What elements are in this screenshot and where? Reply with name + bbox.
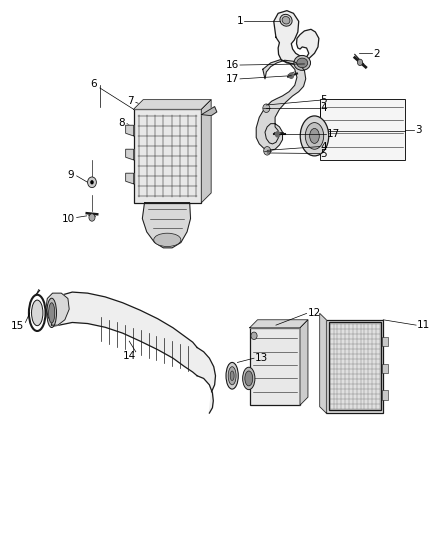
- Text: 7: 7: [127, 96, 134, 106]
- Polygon shape: [134, 100, 211, 109]
- Polygon shape: [197, 348, 215, 413]
- Ellipse shape: [154, 233, 181, 247]
- Bar: [134, 109, 201, 203]
- Text: 8: 8: [118, 118, 125, 127]
- Polygon shape: [142, 203, 191, 248]
- Ellipse shape: [282, 17, 290, 24]
- Circle shape: [89, 214, 95, 221]
- Polygon shape: [201, 107, 217, 116]
- Polygon shape: [274, 11, 319, 64]
- Text: 1: 1: [237, 17, 243, 26]
- Circle shape: [251, 332, 257, 340]
- Ellipse shape: [243, 367, 255, 390]
- Ellipse shape: [226, 362, 238, 389]
- Ellipse shape: [294, 55, 311, 70]
- Text: 5: 5: [321, 95, 327, 105]
- Bar: [326, 320, 383, 413]
- Polygon shape: [126, 125, 134, 136]
- Circle shape: [264, 147, 271, 155]
- Circle shape: [357, 59, 363, 66]
- Ellipse shape: [300, 116, 328, 156]
- Ellipse shape: [280, 14, 292, 26]
- Text: 4: 4: [321, 103, 327, 113]
- Text: 3: 3: [415, 125, 421, 134]
- Ellipse shape: [47, 298, 57, 327]
- Text: 11: 11: [417, 320, 430, 330]
- Polygon shape: [256, 60, 306, 150]
- Ellipse shape: [49, 303, 55, 323]
- Polygon shape: [126, 149, 134, 160]
- Polygon shape: [126, 173, 134, 184]
- Ellipse shape: [297, 58, 307, 68]
- Ellipse shape: [230, 371, 234, 381]
- Text: 2: 2: [373, 50, 380, 59]
- Circle shape: [289, 73, 293, 78]
- Bar: [382, 364, 388, 373]
- Text: 10: 10: [61, 214, 74, 223]
- Polygon shape: [46, 293, 69, 325]
- Circle shape: [263, 104, 270, 112]
- Text: 14: 14: [123, 351, 136, 361]
- Text: 5: 5: [321, 149, 327, 158]
- Text: 13: 13: [255, 353, 268, 363]
- Polygon shape: [300, 320, 308, 405]
- Bar: [382, 337, 388, 346]
- Polygon shape: [201, 100, 211, 203]
- Text: 12: 12: [307, 308, 321, 318]
- Polygon shape: [250, 320, 308, 328]
- Text: 4: 4: [321, 142, 327, 151]
- Polygon shape: [53, 292, 197, 376]
- Bar: [250, 328, 300, 405]
- Bar: [328, 322, 381, 410]
- Circle shape: [276, 132, 280, 137]
- Ellipse shape: [305, 123, 324, 149]
- Ellipse shape: [32, 300, 43, 326]
- Bar: [382, 390, 388, 400]
- Text: 15: 15: [11, 321, 24, 331]
- Ellipse shape: [228, 367, 236, 385]
- Text: 17: 17: [226, 74, 239, 84]
- Polygon shape: [320, 313, 326, 413]
- Text: 9: 9: [68, 170, 74, 180]
- Text: 16: 16: [226, 60, 239, 70]
- Text: 6: 6: [91, 79, 97, 89]
- Ellipse shape: [245, 371, 253, 386]
- Circle shape: [90, 180, 94, 184]
- Bar: [320, 99, 405, 160]
- Text: 17: 17: [327, 130, 340, 139]
- Circle shape: [88, 177, 96, 188]
- Ellipse shape: [310, 128, 319, 143]
